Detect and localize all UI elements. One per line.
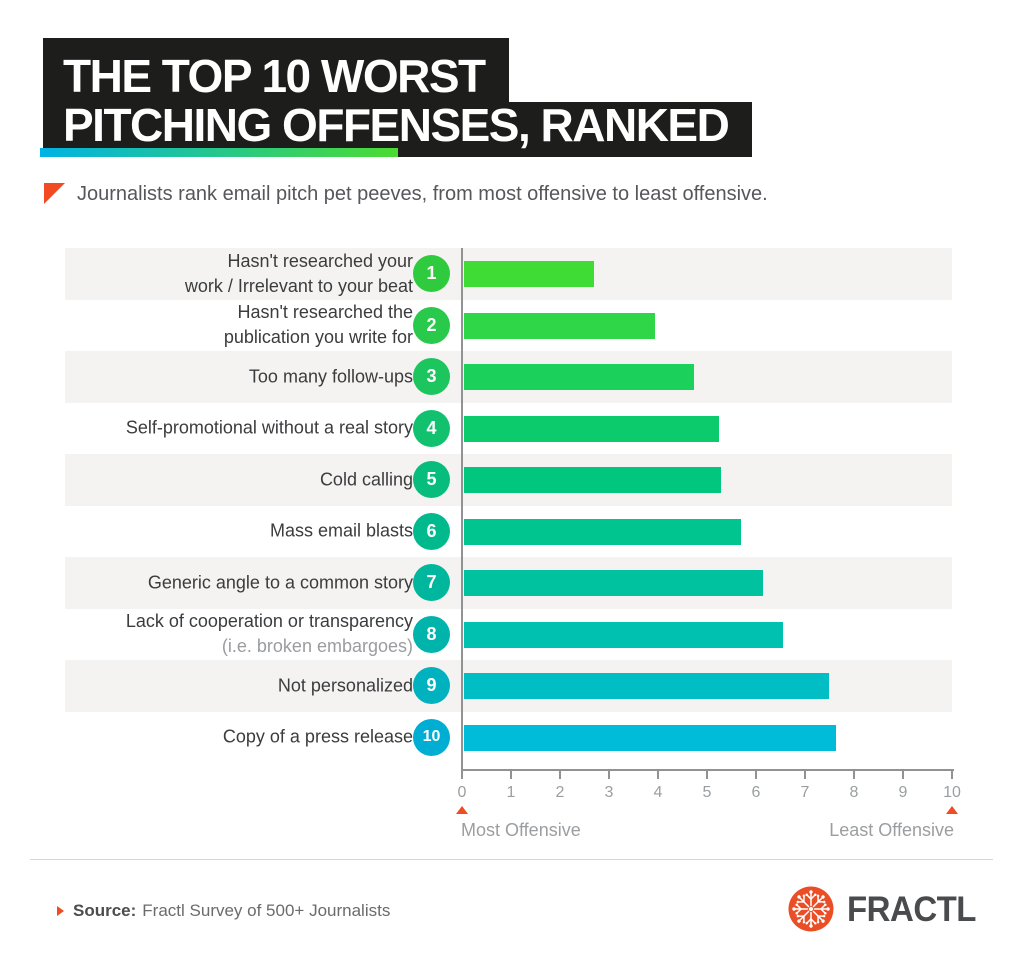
bar bbox=[464, 312, 656, 339]
flag-triangle-icon bbox=[44, 183, 65, 204]
y-axis-line bbox=[461, 248, 463, 779]
x-axis-caption-least-offensive: Least Offensive bbox=[829, 820, 954, 840]
row-label: Hasn't researched your work / Irrelevant … bbox=[65, 249, 413, 299]
chart-row: Cold calling 5 bbox=[65, 454, 952, 506]
x-axis-tick bbox=[461, 771, 463, 779]
source-bullet-icon bbox=[57, 906, 64, 916]
row-label-line: work / Irrelevant to your beat bbox=[184, 275, 413, 296]
rank-badge: 3 bbox=[413, 358, 450, 395]
rank-badge: 9 bbox=[413, 667, 450, 704]
row-label: Not personalized bbox=[65, 673, 413, 698]
page-title: THE TOP 10 WORST PITCHING OFFENSES, RANK… bbox=[43, 38, 753, 157]
bar bbox=[464, 570, 763, 596]
row-label-line: Hasn't researched the bbox=[237, 302, 413, 323]
row-label: Cold calling bbox=[65, 467, 413, 492]
x-axis-tick bbox=[804, 771, 806, 779]
row-label-line: Too many follow-ups bbox=[248, 366, 413, 387]
rank-badge: 4 bbox=[413, 409, 450, 447]
x-axis-tick-label: 6 bbox=[751, 784, 761, 801]
fractl-snowflake-icon bbox=[788, 886, 834, 932]
row-label-line: Lack of cooperation or transparency bbox=[125, 611, 413, 632]
x-axis-tick-label: 7 bbox=[800, 784, 810, 801]
chart-row: Lack of cooperation or transparency (i.e.… bbox=[65, 609, 952, 661]
row-label: Self-promotional without a real story bbox=[65, 416, 413, 441]
fractl-logo: FRACTL bbox=[788, 886, 976, 932]
source-text: Fractl Survey of 500+ Journalists bbox=[142, 901, 391, 920]
fractl-wordmark: FRACTL bbox=[847, 888, 976, 929]
chart-subtitle: Journalists rank email pitch pet peeves,… bbox=[77, 183, 768, 205]
title-underline-gradient bbox=[40, 148, 398, 157]
bar bbox=[464, 621, 783, 648]
x-axis-tick-label: 9 bbox=[898, 784, 908, 801]
rank-badge: 2 bbox=[413, 306, 450, 344]
bar bbox=[464, 518, 741, 545]
x-axis-line bbox=[461, 769, 954, 771]
axis-accent-triangle-icon bbox=[946, 806, 958, 814]
row-label-line: publication you write for bbox=[223, 327, 413, 348]
chart-row: Hasn't researched your work / Irrelevant … bbox=[65, 248, 952, 300]
rank-badge: 8 bbox=[413, 615, 450, 653]
chart-rows: Hasn't researched your work / Irrelevant … bbox=[65, 248, 952, 763]
x-axis-tick bbox=[951, 771, 953, 779]
bar-chart: Hasn't researched your work / Irrelevant … bbox=[65, 248, 961, 863]
x-axis-tick-label: 5 bbox=[702, 784, 712, 801]
chart-row: Mass email blasts 6 bbox=[65, 506, 952, 558]
rank-badge: 5 bbox=[413, 461, 450, 498]
bar bbox=[464, 364, 695, 390]
rank-badge: 10 bbox=[413, 718, 450, 756]
bar bbox=[464, 467, 722, 493]
x-axis-tick bbox=[853, 771, 855, 779]
x-axis-tick-label: 4 bbox=[653, 784, 663, 801]
bar bbox=[464, 724, 837, 751]
source-row: Source: Fractl Survey of 500+ Journalist… bbox=[57, 901, 390, 921]
row-label: Copy of a press release bbox=[65, 725, 413, 750]
x-axis-caption-most-offensive: Most Offensive bbox=[461, 820, 581, 840]
row-label-line: Not personalized bbox=[277, 675, 413, 696]
bar bbox=[464, 673, 830, 699]
row-label: Too many follow-ups bbox=[65, 364, 413, 389]
footer-divider bbox=[30, 859, 993, 860]
x-axis-tick bbox=[657, 771, 659, 779]
row-label-note: (i.e. broken embargoes) bbox=[221, 636, 413, 657]
chart-row: Too many follow-ups 3 bbox=[65, 351, 952, 403]
x-axis-tick-label: 8 bbox=[849, 784, 859, 801]
subtitle-row: Journalists rank email pitch pet peeves,… bbox=[44, 180, 768, 208]
x-axis-tick-label: 10 bbox=[943, 784, 961, 801]
rank-badge: 7 bbox=[413, 564, 450, 601]
axis-accent-triangle-icon bbox=[456, 806, 468, 814]
row-label-line: Hasn't researched your bbox=[227, 250, 413, 271]
x-axis-tick-label: 0 bbox=[457, 784, 467, 801]
chart-row: Copy of a press release 10 bbox=[65, 712, 952, 764]
x-axis-tick-label: 2 bbox=[555, 784, 565, 801]
rank-badge: 6 bbox=[413, 512, 450, 550]
x-axis-tick bbox=[706, 771, 708, 779]
bar bbox=[464, 261, 594, 287]
row-label-line: Cold calling bbox=[319, 469, 413, 490]
x-axis-tick bbox=[902, 771, 904, 779]
bar bbox=[464, 415, 719, 442]
row-label: Lack of cooperation or transparency (i.e.… bbox=[65, 609, 413, 659]
rank-badge: 1 bbox=[413, 255, 450, 292]
x-axis-tick bbox=[608, 771, 610, 779]
row-label: Hasn't researched the publication you wri… bbox=[65, 300, 413, 350]
chart-row: Hasn't researched the publication you wri… bbox=[65, 300, 952, 352]
x-axis-tick bbox=[510, 771, 512, 779]
page-title-line2: PITCHING OFFENSES, RANKED bbox=[43, 102, 753, 157]
x-axis-tick bbox=[559, 771, 561, 779]
chart-row: Generic angle to a common story 7 bbox=[65, 557, 952, 609]
row-label-line: Self-promotional without a real story bbox=[125, 417, 413, 438]
row-label-line: Generic angle to a common story bbox=[147, 572, 413, 593]
row-label-line: Mass email blasts bbox=[269, 520, 413, 541]
source-label: Source: bbox=[73, 901, 137, 920]
x-axis-tick-label: 1 bbox=[506, 784, 516, 801]
page-title-line1: THE TOP 10 WORST bbox=[43, 38, 509, 102]
row-label: Generic angle to a common story bbox=[65, 570, 413, 595]
chart-row: Not personalized 9 bbox=[65, 660, 952, 712]
row-label-line: Copy of a press release bbox=[222, 726, 413, 747]
chart-row: Self-promotional without a real story 4 bbox=[65, 403, 952, 455]
x-axis-tick bbox=[755, 771, 757, 779]
x-axis-tick-label: 3 bbox=[604, 784, 614, 801]
row-label: Mass email blasts bbox=[65, 519, 413, 544]
